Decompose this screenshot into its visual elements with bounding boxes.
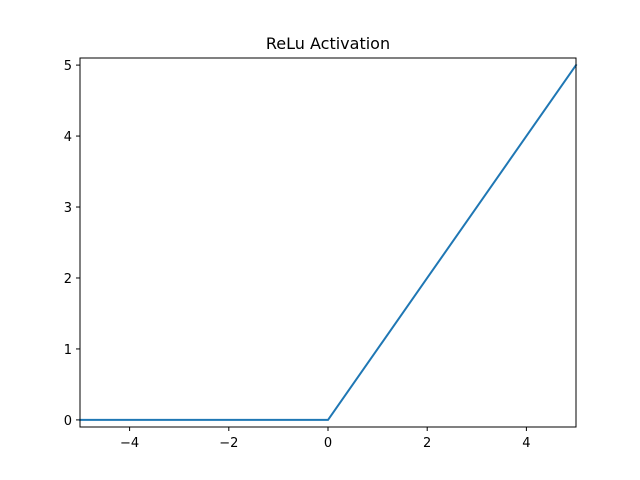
y-tick-label: 1 — [64, 343, 72, 358]
y-axis-ticks: 0 1 2 3 4 5 — [64, 59, 80, 429]
chart-title: ReLu Activation — [266, 34, 390, 53]
x-tick-label: −4 — [120, 436, 139, 451]
x-tick-label: −2 — [219, 436, 238, 451]
x-tick-label: 0 — [324, 436, 332, 451]
relu-series-line — [79, 63, 578, 421]
x-tick-label: 4 — [522, 436, 530, 451]
y-tick-label: 0 — [64, 414, 72, 429]
plot-frame — [79, 57, 577, 428]
y-tick-label: 2 — [64, 272, 72, 287]
y-tick-label: 5 — [64, 59, 72, 74]
x-axis-ticks: −4 −2 0 2 4 — [120, 427, 531, 451]
y-tick-label: 4 — [64, 130, 72, 145]
y-tick-label: 3 — [64, 201, 72, 216]
x-tick-label: 2 — [423, 436, 431, 451]
